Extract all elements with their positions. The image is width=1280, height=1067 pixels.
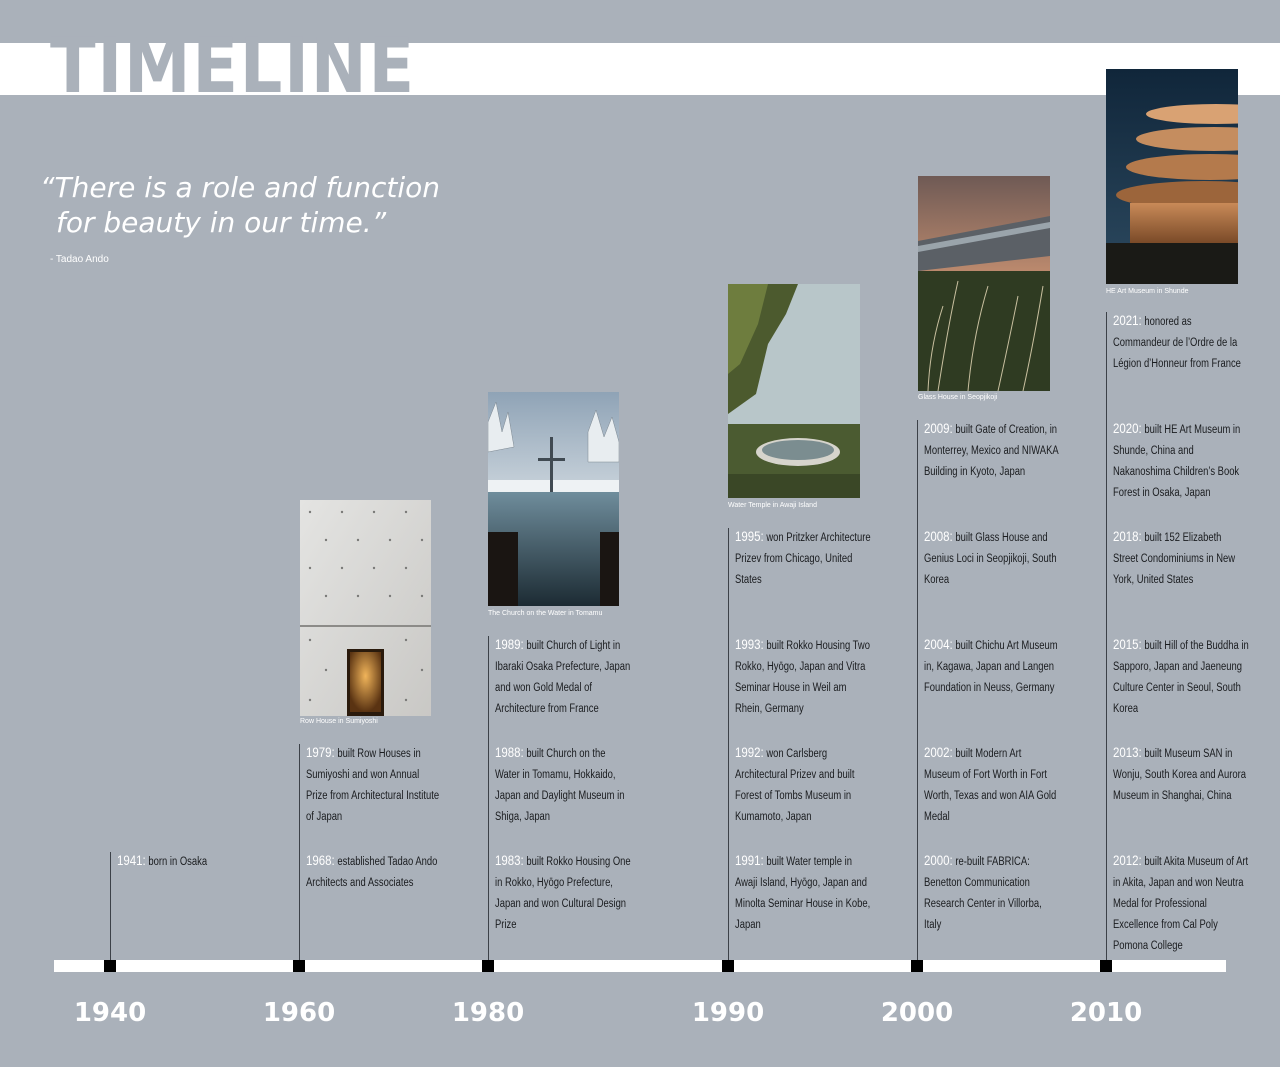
- event-2020: 2020: built HE Art Museum in Shunde, Chi…: [1113, 418, 1249, 504]
- glass-house-caption: Glass House in Seopjikoji: [918, 394, 998, 401]
- church-water-caption: The Church on the Water in Tomamu: [488, 610, 603, 617]
- event-year: 2015:: [1113, 636, 1142, 652]
- event-year: 1995:: [735, 528, 764, 544]
- tick-2010: [1100, 960, 1112, 972]
- tick-1990: [722, 960, 734, 972]
- tick-1940: [104, 960, 116, 972]
- event-text: built Glass House and Genius Loci in Seo…: [924, 532, 1057, 586]
- event-text: built Church on the Water in Tomamu, Hok…: [495, 748, 625, 823]
- event-year: 2008:: [924, 528, 953, 544]
- decade-label-1940: 1940: [73, 998, 147, 1028]
- event-text: built Museum SAN in Wonju, South Korea a…: [1113, 748, 1246, 802]
- event-2013: 2013: built Museum SAN in Wonju, South K…: [1113, 742, 1249, 807]
- event-text: built Gate of Creation, in Monterrey, Me…: [924, 424, 1059, 478]
- title-band: [0, 43, 1280, 95]
- event-year: 1968:: [306, 852, 335, 868]
- event-2021: 2021: honored as Commandeur de l’Ordre d…: [1113, 310, 1249, 375]
- quote-line-2: for beauty in our time.”: [56, 206, 387, 239]
- event-text: built Hill of the Buddha in Sapporo, Jap…: [1113, 640, 1249, 715]
- stem-2000: [917, 420, 918, 964]
- event-2018: 2018: built 152 Elizabeth Street Condomi…: [1113, 526, 1249, 591]
- tick-2000: [911, 960, 923, 972]
- church-water-photo: [488, 392, 619, 606]
- event-text: built HE Art Museum in Shunde, China and…: [1113, 424, 1241, 499]
- event-2015: 2015: built Hill of the Buddha in Sappor…: [1113, 634, 1249, 720]
- event-year: 1989:: [495, 636, 524, 652]
- event-1993: 1993: built Rokko Housing Two Rokko, Hyō…: [735, 634, 871, 720]
- event-2009: 2009: built Gate of Creation, in Monterr…: [924, 418, 1060, 483]
- he-museum-photo: [1106, 69, 1238, 284]
- quote-author: - Tadao Ando: [50, 254, 109, 265]
- event-year: 1983:: [495, 852, 524, 868]
- event-year: 2020:: [1113, 420, 1142, 436]
- event-2004: 2004: built Chichu Art Museum in, Kagawa…: [924, 634, 1060, 699]
- event-2008: 2008: built Glass House and Genius Loci …: [924, 526, 1060, 591]
- stem-1960: [299, 744, 300, 964]
- event-year: 2009:: [924, 420, 953, 436]
- event-2012: 2012: built Akita Museum of Art in Akita…: [1113, 850, 1249, 957]
- event-year: 1988:: [495, 744, 524, 760]
- event-1968: 1968: established Tadao Ando Architects …: [306, 850, 442, 894]
- decade-label-1960: 1960: [262, 998, 336, 1028]
- event-1991: 1991: built Water temple in Awaji Island…: [735, 850, 871, 936]
- event-year: 2021:: [1113, 312, 1142, 328]
- event-year: 2002:: [924, 744, 953, 760]
- event-year: 2013:: [1113, 744, 1142, 760]
- water-temple-caption: Water Temple in Awaji Island: [728, 502, 817, 509]
- quote: “There is a role and function for beauty…: [40, 170, 440, 240]
- stem-2010: [1106, 312, 1107, 964]
- event-year: 1993:: [735, 636, 764, 652]
- row-house-photo: [300, 500, 431, 716]
- decade-label-2010: 2010: [1069, 998, 1143, 1028]
- event-1988: 1988: built Church on the Water in Tomam…: [495, 742, 631, 828]
- event-year: 1979:: [306, 744, 335, 760]
- event-1995: 1995: won Pritzker Architecture Prizev f…: [735, 526, 871, 591]
- event-text: built Modern Art Museum of Fort Worth in…: [924, 748, 1057, 823]
- page-title: TIMELINE: [50, 21, 416, 110]
- event-text: won Carlsberg Architectural Prizev and b…: [735, 748, 855, 823]
- event-year: 2018:: [1113, 528, 1142, 544]
- stem-1990: [728, 528, 729, 964]
- decade-label-2000: 2000: [880, 998, 954, 1028]
- quote-line-1: “There is a role and function: [40, 171, 441, 204]
- event-year: 1941:: [117, 852, 146, 868]
- event-text: built Row Houses in Sumiyoshi and won An…: [306, 748, 440, 823]
- stem-1980: [488, 636, 489, 964]
- event-text: built Akita Museum of Art in Akita, Japa…: [1113, 856, 1249, 952]
- stem-1940: [110, 852, 111, 964]
- decade-label-1990: 1990: [691, 998, 765, 1028]
- event-year: 2004:: [924, 636, 953, 652]
- event-2002: 2002: built Modern Art Museum of Fort Wo…: [924, 742, 1060, 828]
- tick-1980: [482, 960, 494, 972]
- event-text: built Church of Light in Ibaraki Osaka P…: [495, 640, 631, 715]
- event-text: built Water temple in Awaji Island, Hyōg…: [735, 856, 871, 931]
- he-museum-caption: HE Art Museum in Shunde: [1106, 288, 1189, 295]
- event-text: built Rokko Housing Two Rokko, Hyōgo, Ja…: [735, 640, 870, 715]
- event-text: built Rokko Housing One in Rokko, Hyōgo …: [495, 856, 631, 931]
- event-1992: 1992: won Carlsberg Architectural Prizev…: [735, 742, 871, 828]
- glass-house-photo: [918, 176, 1050, 391]
- row-house-caption: Row House in Sumiyoshi: [300, 718, 378, 725]
- event-1941: 1941: born in Osaka: [117, 850, 253, 873]
- event-text: built Chichu Art Museum in, Kagawa, Japa…: [924, 640, 1058, 694]
- tick-1960: [293, 960, 305, 972]
- decade-label-1980: 1980: [451, 998, 525, 1028]
- event-1983: 1983: built Rokko Housing One in Rokko, …: [495, 850, 631, 936]
- water-temple-photo: [728, 284, 860, 498]
- event-text: honored as Commandeur de l’Ordre de la L…: [1113, 316, 1241, 370]
- event-1979: 1979: built Row Houses in Sumiyoshi and …: [306, 742, 442, 828]
- timeline-axis: [54, 960, 1226, 972]
- event-1989: 1989: built Church of Light in Ibaraki O…: [495, 634, 631, 720]
- event-year: 2012:: [1113, 852, 1142, 868]
- event-year: 1992:: [735, 744, 764, 760]
- event-2000: 2000: re-built FABRICA: Benetton Communi…: [924, 850, 1060, 936]
- event-text: won Pritzker Architecture Prizev from Ch…: [735, 532, 871, 586]
- event-text: born in Osaka: [148, 856, 208, 868]
- event-text: built 152 Elizabeth Street Condominiums …: [1113, 532, 1236, 586]
- event-text: re-built FABRICA: Benetton Communication…: [924, 856, 1042, 931]
- event-year: 2000:: [924, 852, 953, 868]
- event-text: established Tadao Ando Architects and As…: [306, 856, 438, 889]
- event-year: 1991:: [735, 852, 764, 868]
